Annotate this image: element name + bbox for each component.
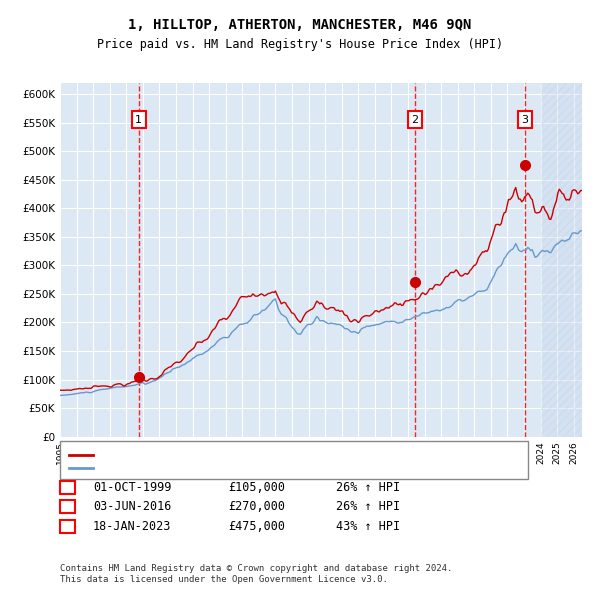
Text: 2: 2: [64, 502, 71, 512]
Text: 03-JUN-2016: 03-JUN-2016: [93, 500, 172, 513]
Text: HPI: Average price, detached house, Bolton: HPI: Average price, detached house, Bolt…: [96, 463, 359, 473]
Text: 1, HILLTOP, ATHERTON, MANCHESTER, M46 9QN: 1, HILLTOP, ATHERTON, MANCHESTER, M46 9Q…: [128, 18, 472, 32]
Text: £270,000: £270,000: [228, 500, 285, 513]
Bar: [541, 83, 582, 437]
Text: Price paid vs. HM Land Registry's House Price Index (HPI): Price paid vs. HM Land Registry's House …: [97, 38, 503, 51]
Text: 1: 1: [135, 114, 142, 124]
Text: 01-OCT-1999: 01-OCT-1999: [93, 481, 172, 494]
Text: This data is licensed under the Open Government Licence v3.0.: This data is licensed under the Open Gov…: [60, 575, 388, 584]
Text: £475,000: £475,000: [228, 520, 285, 533]
Text: 3: 3: [64, 522, 71, 531]
Text: 1: 1: [64, 483, 71, 492]
Text: Contains HM Land Registry data © Crown copyright and database right 2024.: Contains HM Land Registry data © Crown c…: [60, 565, 452, 573]
Text: 3: 3: [521, 114, 529, 124]
Text: 26% ↑ HPI: 26% ↑ HPI: [336, 481, 400, 494]
Text: 1, HILLTOP, ATHERTON, MANCHESTER, M46 9QN (detached house): 1, HILLTOP, ATHERTON, MANCHESTER, M46 9Q…: [96, 451, 458, 460]
Text: 18-JAN-2023: 18-JAN-2023: [93, 520, 172, 533]
Text: 26% ↑ HPI: 26% ↑ HPI: [336, 500, 400, 513]
Text: 43% ↑ HPI: 43% ↑ HPI: [336, 520, 400, 533]
Text: £105,000: £105,000: [228, 481, 285, 494]
Text: 2: 2: [412, 114, 419, 124]
